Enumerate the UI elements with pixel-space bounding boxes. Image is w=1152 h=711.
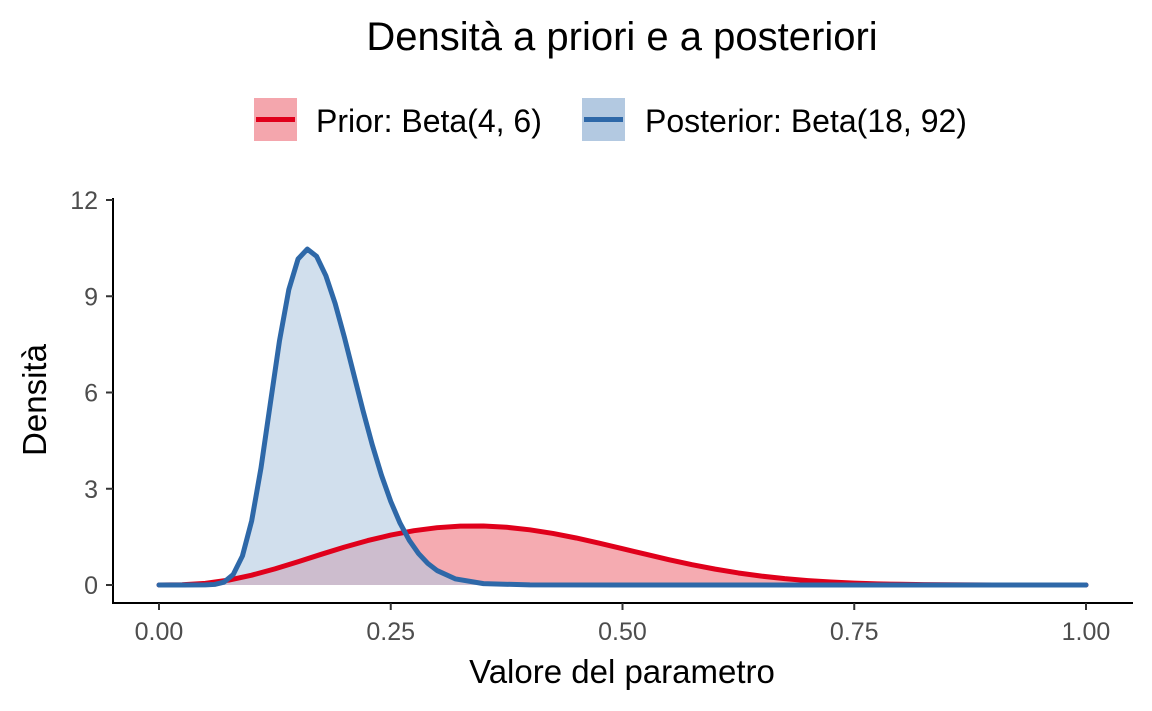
- x-tick-label: 0.25: [366, 618, 415, 646]
- x-tick-label: 0.00: [135, 618, 184, 646]
- x-tick-label: 0.50: [598, 618, 647, 646]
- x-axis-title: Valore del parametro: [469, 653, 775, 690]
- y-tick-label: 0: [84, 572, 98, 600]
- plot-area: [156, 246, 1089, 588]
- x-tick-label: 1.00: [1062, 618, 1111, 646]
- y-tick-label: 9: [84, 283, 98, 311]
- y-axis-ticks: 0 3 6 9 12: [70, 187, 113, 600]
- y-tick-label: 6: [84, 380, 98, 408]
- y-tick-label: 12: [70, 187, 98, 215]
- x-axis-ticks: 0.00 0.25 0.50 0.75 1.00: [135, 603, 1111, 646]
- y-axis-title: Densità: [16, 343, 53, 456]
- legend-label-prior: Prior: Beta(4, 6): [316, 103, 542, 139]
- x-tick-label: 0.75: [830, 618, 879, 646]
- y-tick-label: 3: [84, 476, 98, 504]
- series-line-posterior: [156, 246, 1089, 588]
- legend: Prior: Beta(4, 6) Posterior: Beta(18, 92…: [254, 98, 967, 141]
- series-area-posterior: [159, 249, 1086, 585]
- legend-label-posterior: Posterior: Beta(18, 92): [645, 103, 967, 139]
- chart-title: Densità a priori e a posteriori: [366, 15, 877, 59]
